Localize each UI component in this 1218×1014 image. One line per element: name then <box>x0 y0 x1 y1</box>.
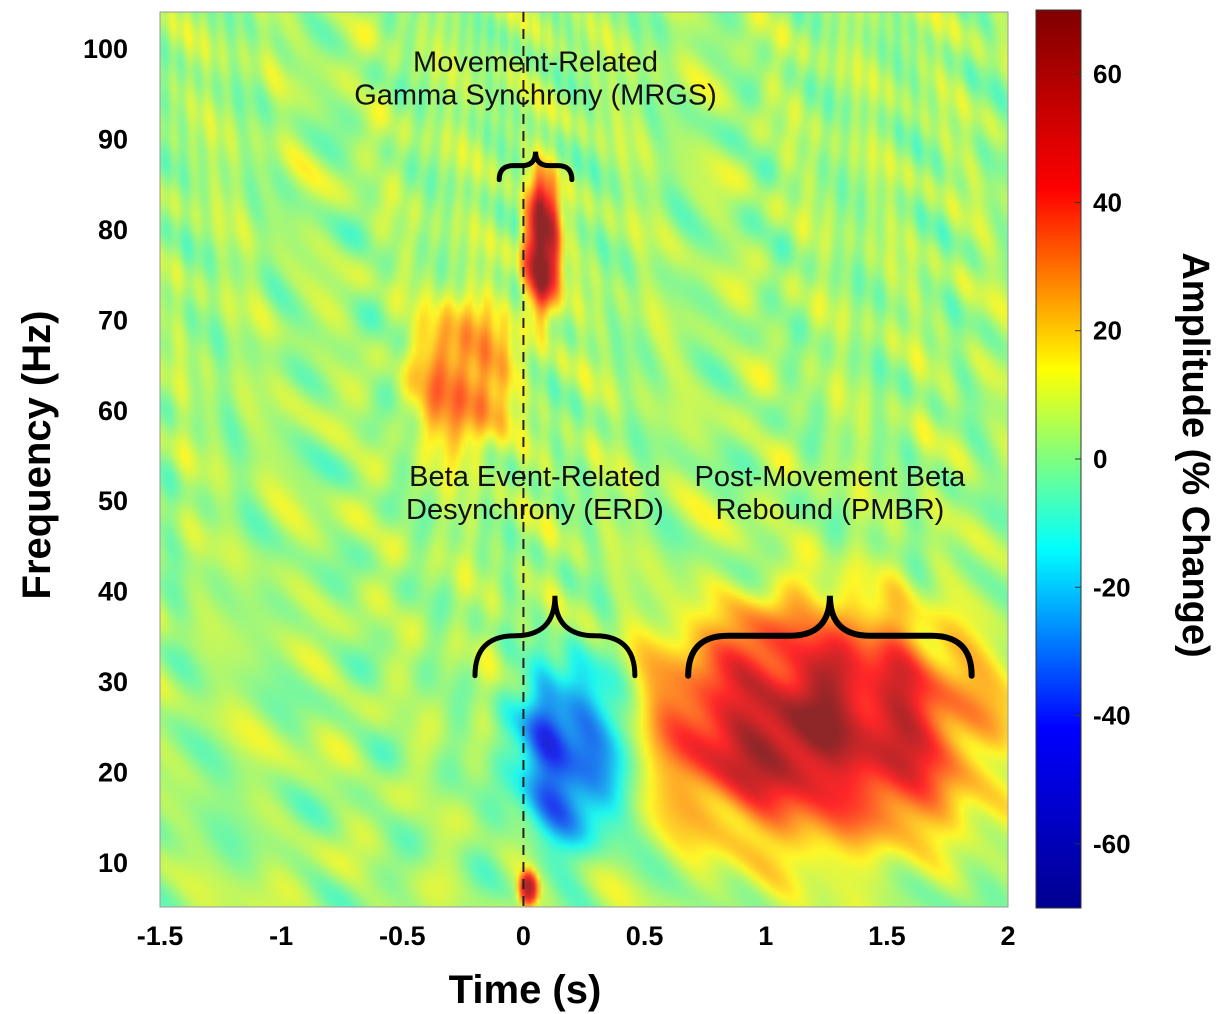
annotation-label: Post-Movement Beta <box>695 461 967 493</box>
x-tick-label: 1 <box>758 921 773 951</box>
y-tick-label: 10 <box>98 848 128 878</box>
heatmap-plot <box>160 12 1008 907</box>
y-axis-title: Frequency (Hz) <box>15 311 59 600</box>
y-tick-label: 40 <box>98 577 128 607</box>
annotation-label: Rebound (PMBR) <box>715 494 944 526</box>
y-tick-label: 70 <box>98 305 128 335</box>
x-tick-label: 0 <box>516 921 531 951</box>
x-tick-label: -0.5 <box>379 921 426 951</box>
y-tick-label: 50 <box>98 486 128 516</box>
y-tick-label: 80 <box>98 215 128 245</box>
x-tick-label: -1 <box>269 921 293 951</box>
colorbar-tick-label: 20 <box>1093 316 1122 346</box>
colorbar-tick-label: 0 <box>1093 444 1107 474</box>
annotation-bracket <box>685 595 975 679</box>
annotation-label: Movement-Related <box>413 47 658 79</box>
colorbar-tick-label: -20 <box>1093 572 1131 602</box>
annotation-label: Beta Event-Related <box>409 461 660 493</box>
plot-frame <box>159 11 1009 908</box>
heatmap-image <box>160 12 1008 907</box>
colorbar-tick-label: 60 <box>1093 59 1122 89</box>
colorbar-tick-label: -60 <box>1093 829 1131 859</box>
y-tick-label: 60 <box>98 396 128 426</box>
x-tick-label: 2 <box>1000 921 1015 951</box>
colorbar-tick-label: -40 <box>1093 701 1131 731</box>
colorbar-ticks: 60 40 20 0 -20 -40 -60 <box>1075 59 1131 859</box>
x-axis-ticks: -1.5 -1 -0.5 0 0.5 1 1.5 2 <box>137 921 1016 951</box>
annotation-bracket <box>472 595 638 679</box>
y-tick-label: 30 <box>98 667 128 697</box>
x-tick-label: 0.5 <box>626 921 664 951</box>
x-tick-label: -1.5 <box>137 921 184 951</box>
annotation-bracket <box>496 151 575 183</box>
annotation-label: Gamma Synchrony (MRGS) <box>354 80 717 112</box>
y-axis-ticks: 10 20 30 40 50 60 70 80 90 100 <box>83 34 128 878</box>
y-tick-label: 100 <box>83 34 128 64</box>
y-tick-label: 90 <box>98 125 128 155</box>
y-tick-label: 20 <box>98 757 128 787</box>
colorbar <box>1035 9 1082 909</box>
colorbar-tick-label: 40 <box>1093 187 1122 217</box>
x-axis-title: Time (s) <box>449 968 602 1012</box>
x-tick-label: 1.5 <box>868 921 906 951</box>
annotation-label: Desynchrony (ERD) <box>406 494 664 526</box>
colorbar-title: Amplitude (% Change) <box>1174 252 1216 657</box>
